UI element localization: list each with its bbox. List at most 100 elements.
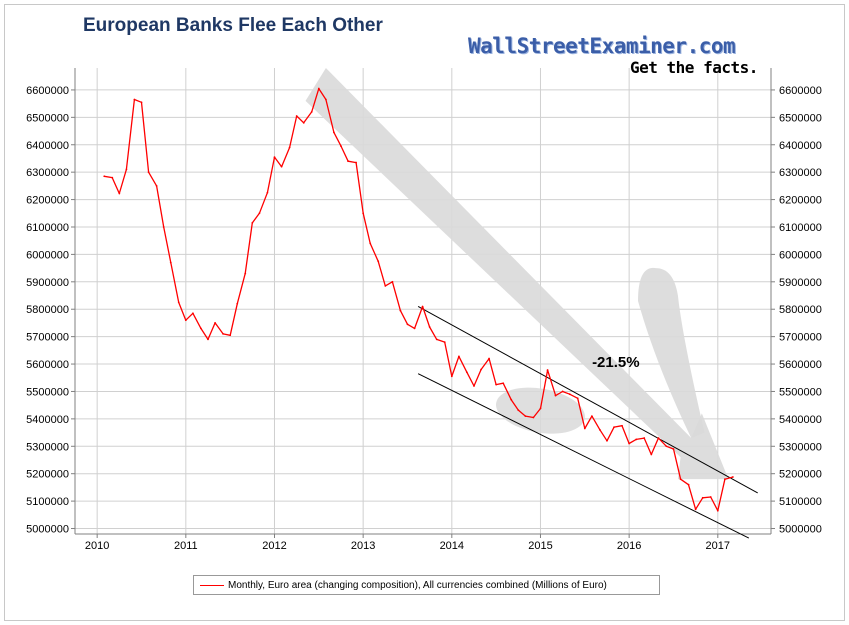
legend-series-label: Monthly, Euro area (changing composition… <box>228 579 607 591</box>
data-point <box>169 261 172 264</box>
data-point <box>495 383 498 386</box>
data-point <box>598 428 601 431</box>
data-point <box>428 326 431 328</box>
brand-logo-text[interactable]: WallStreetExaminer.com <box>468 34 736 58</box>
data-point <box>628 442 631 445</box>
data-point <box>716 509 719 512</box>
data-point <box>524 415 527 418</box>
data-point <box>657 437 660 439</box>
data-point <box>731 476 734 478</box>
large-arrow-shape <box>305 68 729 480</box>
data-point <box>332 131 335 134</box>
data-point <box>147 171 150 174</box>
annotation-arrows-layer <box>305 68 729 480</box>
y-tick-label-left: 6200000 <box>26 195 69 207</box>
data-point <box>377 260 380 263</box>
data-point <box>214 322 216 324</box>
data-point <box>621 424 623 427</box>
y-tick-label-left: 5800000 <box>26 304 69 316</box>
data-point <box>458 355 460 358</box>
data-point <box>443 341 446 344</box>
data-point <box>140 101 143 104</box>
data-point <box>502 382 505 385</box>
data-point <box>406 323 409 326</box>
data-point <box>591 415 593 418</box>
data-point <box>539 407 542 410</box>
data-point <box>340 145 342 148</box>
data-point <box>302 121 305 124</box>
data-point <box>369 242 372 245</box>
data-point <box>576 397 579 400</box>
data-point <box>679 478 682 481</box>
data-point <box>207 338 209 341</box>
data-point <box>236 302 239 305</box>
data-point <box>347 160 349 163</box>
x-tick-label: 2012 <box>262 540 286 552</box>
x-tick-label: 2017 <box>706 540 730 552</box>
y-tick-label-left: 6500000 <box>26 112 69 124</box>
x-tick-label: 2010 <box>85 540 109 552</box>
y-tick-label-right: 5000000 <box>779 524 822 536</box>
data-point <box>643 437 646 439</box>
data-point <box>450 375 453 378</box>
y-tick-label-right: 5600000 <box>779 359 822 371</box>
x-tick-label: 2014 <box>440 540 464 552</box>
data-point <box>709 496 712 498</box>
data-point <box>399 309 402 312</box>
dip-highlight-oval <box>495 387 585 434</box>
data-point <box>317 87 320 90</box>
y-tick-label-left: 5300000 <box>26 441 69 453</box>
data-point <box>635 438 638 441</box>
data-point <box>606 439 608 442</box>
data-point <box>103 175 106 178</box>
data-point <box>384 285 387 287</box>
percent-change-annotation: -21.5% <box>592 354 640 371</box>
channel-lower-line <box>417 373 750 539</box>
data-point <box>723 478 726 481</box>
data-point <box>701 496 704 499</box>
label-layer: 5000000 5000000 5100000 5100000 5200000 52000… <box>26 85 822 552</box>
x-tick-label: 2013 <box>351 540 375 552</box>
data-point <box>355 161 357 164</box>
data-point <box>473 385 475 387</box>
y-tick-label-right: 5400000 <box>779 414 822 426</box>
y-tick-label-right: 5200000 <box>779 469 822 481</box>
data-point <box>650 453 653 456</box>
data-point <box>177 301 180 304</box>
data-point <box>251 221 254 224</box>
data-point <box>546 369 549 371</box>
data-point <box>561 390 564 393</box>
y-tick-label-left: 5200000 <box>26 469 69 481</box>
y-tick-label-right: 6000000 <box>779 249 822 261</box>
y-tick-label-right: 5700000 <box>779 332 822 344</box>
data-point <box>258 212 261 215</box>
data-point <box>687 483 690 486</box>
y-tick-label-left: 6300000 <box>26 167 69 179</box>
data-point <box>325 98 327 101</box>
data-point <box>613 426 615 428</box>
data-point <box>162 226 165 228</box>
y-tick-label-left: 6600000 <box>26 85 69 97</box>
y-tick-label-left: 5900000 <box>26 277 69 289</box>
curved-arrow-shape <box>638 267 705 439</box>
data-point <box>532 416 535 419</box>
data-point <box>244 272 247 275</box>
y-tick-label-left: 5000000 <box>26 524 69 536</box>
y-tick-label-right: 5500000 <box>779 386 822 398</box>
data-point <box>488 357 490 360</box>
y-tick-label-right: 5800000 <box>779 304 822 316</box>
data-point <box>111 176 114 179</box>
data-point <box>273 156 276 158</box>
data-point <box>184 319 187 322</box>
data-point <box>480 368 482 371</box>
series-line <box>104 87 734 512</box>
data-point <box>266 191 269 194</box>
data-point <box>125 168 128 171</box>
chart-title: European Banks Flee Each Other <box>83 15 383 36</box>
data-point <box>362 212 365 215</box>
data-point <box>421 305 424 308</box>
y-tick-label-left: 6000000 <box>26 249 69 261</box>
data-point <box>200 327 202 330</box>
x-tick-label: 2016 <box>617 540 641 552</box>
